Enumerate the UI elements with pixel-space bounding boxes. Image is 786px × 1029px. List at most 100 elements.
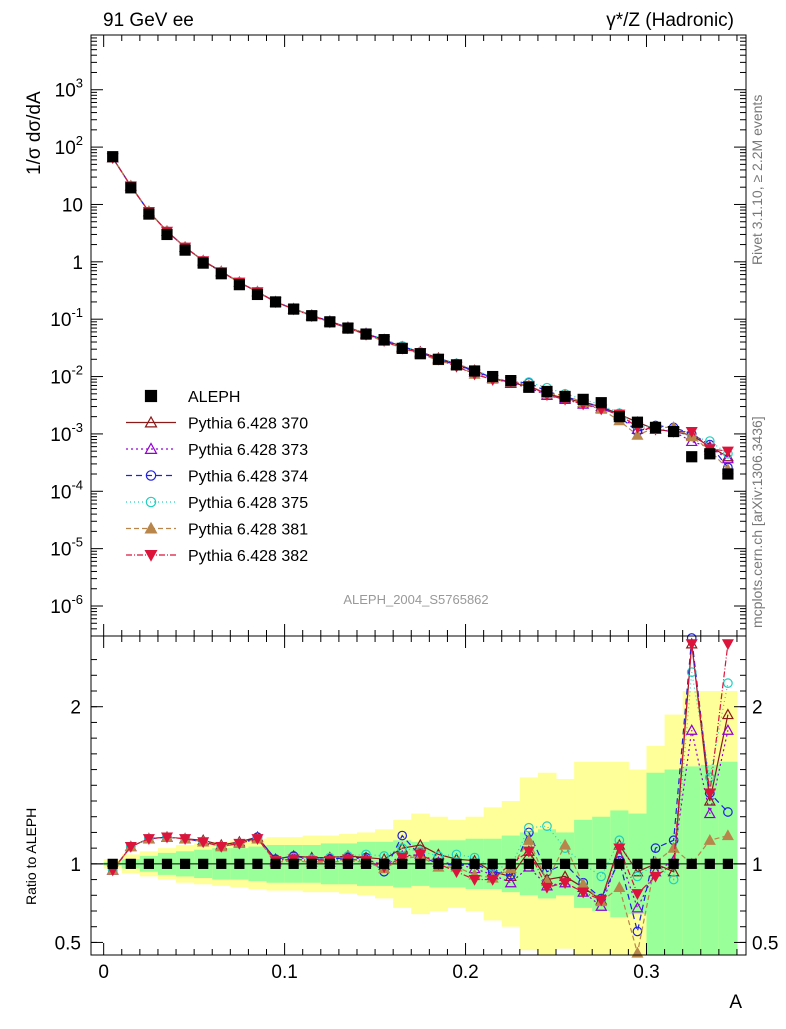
data-point	[686, 858, 697, 869]
data-point	[721, 446, 734, 458]
data-point	[721, 829, 734, 841]
data-point	[703, 807, 716, 819]
data-point	[522, 834, 535, 845]
y-tick-label: 102	[55, 133, 83, 159]
x-tick-label: 0.1	[271, 962, 297, 983]
data-point	[306, 310, 318, 322]
series-line	[112, 157, 729, 470]
data-point	[468, 874, 481, 886]
series-line	[112, 157, 729, 460]
data-point	[107, 858, 118, 869]
data-point	[324, 316, 336, 328]
axes: 10-6 10-5 10-4 10-3 10-2 10-1 1 10 102 103 0 0.1 0.2…	[50, 34, 778, 983]
y-tick-label: 10-4	[50, 477, 83, 503]
data-point	[668, 858, 679, 869]
data-point	[144, 442, 158, 454]
data-point	[524, 822, 534, 833]
data-point	[685, 724, 698, 735]
data-point	[342, 322, 354, 334]
y-tick-label: 10-6	[50, 592, 83, 618]
data-point	[160, 832, 174, 844]
data-point	[668, 425, 680, 438]
data-point	[143, 208, 155, 220]
data-point	[631, 416, 644, 428]
data-point	[631, 889, 644, 900]
data-point	[596, 858, 607, 869]
data-point	[487, 370, 499, 383]
data-point	[595, 895, 608, 907]
data-point	[197, 257, 209, 269]
data-point	[704, 858, 715, 869]
data-point	[704, 772, 715, 783]
x-tick-label: 0.2	[452, 962, 478, 983]
data-point	[686, 667, 697, 677]
legend-label: Pythia 6.428 373	[188, 442, 308, 459]
data-point	[721, 724, 734, 735]
data-point	[360, 858, 372, 869]
data-point	[269, 296, 282, 308]
data-point	[577, 887, 590, 899]
data-point	[703, 788, 716, 800]
data-point	[324, 858, 335, 869]
data-point	[161, 228, 173, 241]
data-point	[721, 708, 734, 720]
data-point	[722, 468, 734, 480]
y-tick-label: 10-1	[50, 305, 83, 331]
y-tick-label: 1	[72, 253, 83, 274]
data-point	[505, 375, 517, 387]
data-point	[450, 359, 463, 371]
data-point	[559, 878, 572, 889]
main-series-p382	[106, 153, 734, 458]
ratio-ALEPH	[107, 858, 734, 869]
legend-entry: Pythia 6.428 373	[126, 442, 308, 459]
data-point	[577, 393, 589, 405]
data-point	[685, 639, 698, 651]
data-point	[596, 871, 607, 882]
legend-entry: Pythia 6.428 370	[126, 416, 308, 433]
legend-entry: Pythia 6.428 382	[126, 548, 308, 565]
data-point	[649, 421, 662, 433]
data-point	[144, 549, 158, 562]
data-point	[414, 348, 426, 360]
data-point	[107, 151, 119, 163]
data-point	[686, 451, 698, 463]
data-point	[703, 834, 716, 845]
data-point	[632, 858, 643, 869]
data-point	[505, 858, 516, 869]
data-point	[124, 841, 137, 853]
data-point	[145, 496, 157, 508]
side-text-top: Rivet 3.1.10, ≥ 2.2M events	[749, 95, 765, 265]
data-point	[396, 342, 408, 354]
data-point	[415, 858, 426, 869]
legend-entry: Pythia 6.428 381	[126, 522, 308, 539]
legend-label: Pythia 6.428 374	[188, 469, 308, 486]
data-point	[379, 858, 390, 869]
y-tick-label: 10	[62, 195, 83, 216]
ratio-frame	[90, 635, 747, 956]
data-point	[397, 843, 408, 853]
data-point	[125, 182, 137, 194]
data-point	[542, 821, 552, 831]
data-point	[486, 874, 499, 886]
data-point	[252, 858, 263, 869]
series-line	[112, 157, 729, 458]
analysis-label: ALEPH_2004_S5765862	[343, 592, 488, 607]
data-point	[179, 834, 192, 845]
data-point	[451, 858, 462, 869]
ratio-y-tick-label-left: 1	[70, 855, 81, 876]
data-point	[468, 365, 481, 377]
data-point	[613, 881, 626, 893]
data-point	[723, 807, 733, 817]
data-point	[144, 389, 158, 403]
y-tick-label: 10-2	[50, 363, 83, 389]
data-point	[523, 381, 535, 393]
data-point	[144, 415, 158, 428]
data-point	[433, 858, 444, 869]
data-point	[668, 874, 679, 885]
data-point	[251, 288, 264, 301]
legend-label: Pythia 6.428 370	[188, 416, 308, 433]
data-point	[396, 852, 409, 864]
data-point	[703, 794, 716, 806]
main-frame	[90, 34, 747, 637]
